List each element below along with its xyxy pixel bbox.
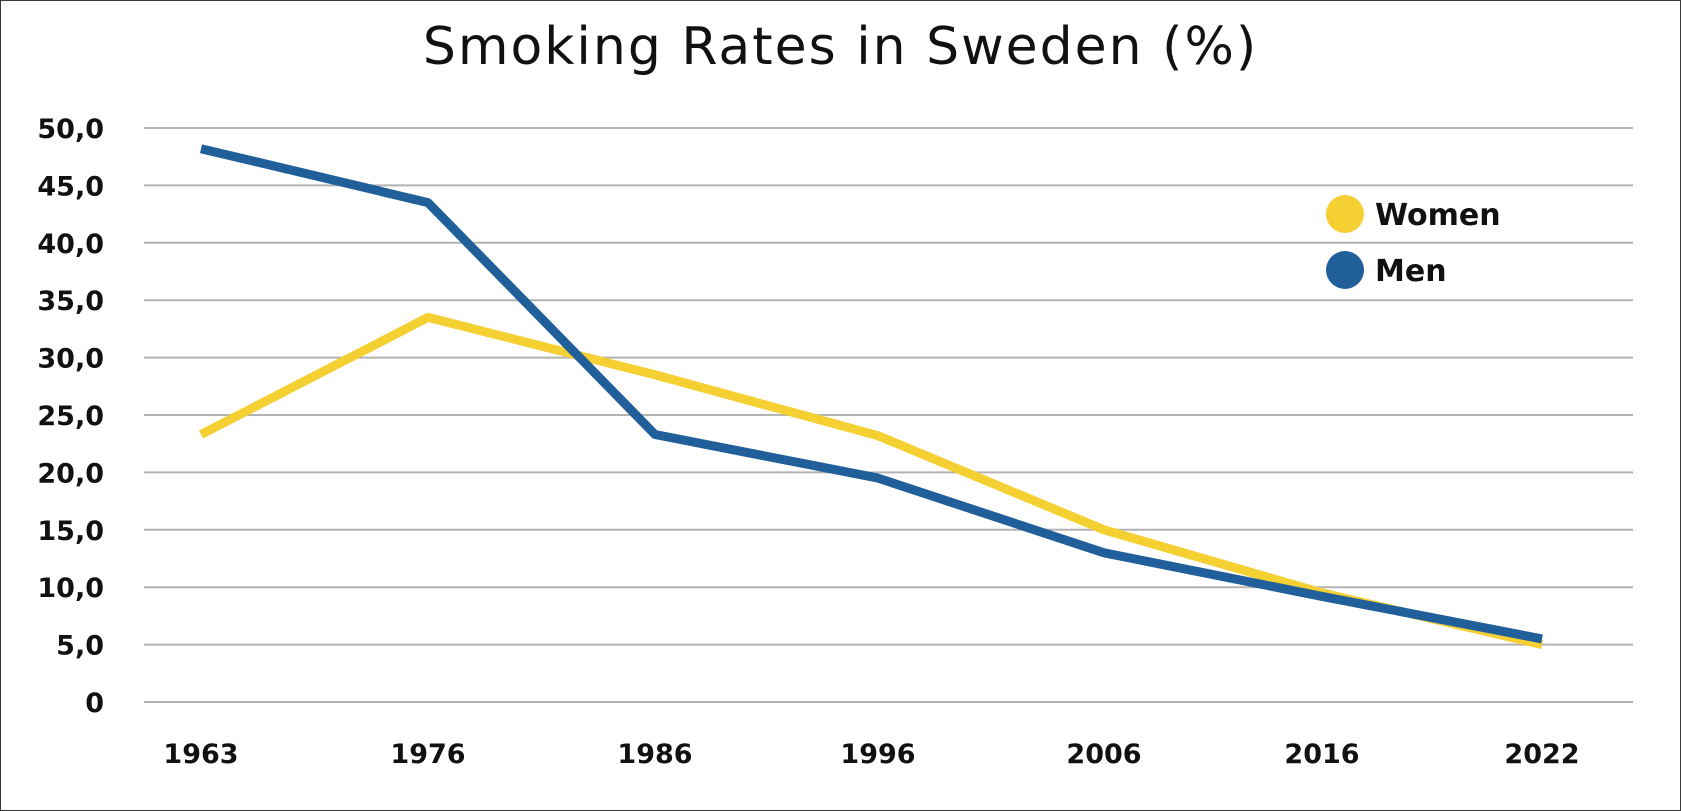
x-tick-label: 2006 bbox=[1066, 739, 1141, 770]
y-tick-label: 40,0 bbox=[37, 229, 104, 260]
series-line-men bbox=[199, 144, 1543, 644]
y-tick-label: 5,0 bbox=[56, 631, 104, 662]
x-tick-label: 1976 bbox=[390, 739, 465, 770]
y-tick-label: 10,0 bbox=[37, 573, 104, 604]
legend-swatch-women bbox=[1326, 195, 1364, 233]
y-tick-label: 30,0 bbox=[37, 344, 104, 375]
series-lines bbox=[198, 144, 1544, 649]
x-tick-label: 2022 bbox=[1504, 739, 1579, 770]
y-tick-label: 35,0 bbox=[37, 286, 104, 317]
y-tick-label: 20,0 bbox=[37, 458, 104, 489]
x-tick-label: 1963 bbox=[163, 739, 238, 770]
y-tick-label: 0 bbox=[85, 688, 104, 719]
x-tick-label: 2016 bbox=[1284, 739, 1359, 770]
legend-label-women: Women bbox=[1375, 198, 1501, 233]
x-tick-label: 1986 bbox=[617, 739, 692, 770]
legend: Women Men bbox=[1326, 195, 1501, 289]
y-tick-label: 45,0 bbox=[37, 171, 104, 202]
y-axis-tick-labels: 0 5,0 10,0 15,0 20,0 25,0 30,0 35,0 40,0 45,0 50,0 bbox=[37, 114, 104, 719]
grid-lines bbox=[144, 127, 1633, 703]
legend-label-men: Men bbox=[1375, 254, 1447, 289]
x-tick-label: 1996 bbox=[840, 739, 915, 770]
y-tick-label: 50,0 bbox=[37, 114, 104, 145]
y-tick-label: 15,0 bbox=[37, 516, 104, 547]
x-axis-tick-labels: 1963 1976 1986 1996 2006 2016 2022 bbox=[163, 739, 1579, 770]
chart-title: Smoking Rates in Sweden (%) bbox=[422, 17, 1259, 77]
legend-swatch-men bbox=[1326, 251, 1364, 289]
y-tick-label: 25,0 bbox=[37, 401, 104, 432]
